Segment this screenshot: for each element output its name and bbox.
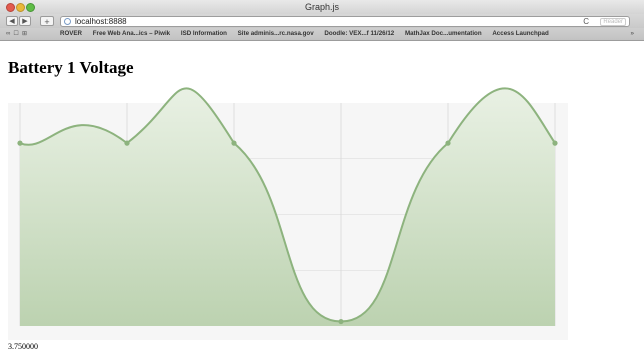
- data-point[interactable]: [231, 140, 237, 146]
- data-point[interactable]: [17, 140, 23, 146]
- bookmark-tools-icons: ∞☐⊞: [6, 28, 30, 40]
- globe-icon: [64, 18, 71, 25]
- url-text: localhost:8888: [75, 17, 127, 26]
- zoom-window-button[interactable]: [26, 3, 35, 12]
- window-titlebar: Graph.js: [0, 0, 644, 14]
- voltage-chart: [8, 86, 568, 340]
- top-sites-grid-icon[interactable]: ⊞: [21, 30, 31, 37]
- bookmark-item[interactable]: MathJax Doc...umentation: [404, 30, 482, 37]
- reader-button[interactable]: Reader: [600, 18, 626, 26]
- bookmarks-overflow-button[interactable]: »: [630, 30, 634, 37]
- data-point[interactable]: [338, 318, 344, 325]
- page-title: Battery 1 Voltage: [8, 58, 134, 77]
- bookmarks-bar: ∞☐⊞ ROVER Free Web Ana...ics – Piwik ISD…: [0, 28, 644, 41]
- bookmark-item[interactable]: Doodle: VEX...f 11/26/12: [324, 30, 395, 37]
- browser-toolbar: ◀ ▶ + localhost:8888 C Reader: [0, 14, 644, 28]
- bookmark-item[interactable]: ROVER: [60, 30, 83, 37]
- reload-button[interactable]: C: [583, 17, 589, 26]
- bookmarks-book-icon[interactable]: ☐: [13, 30, 22, 37]
- data-point[interactable]: [445, 140, 451, 146]
- voltage-area: [20, 88, 555, 327]
- data-point[interactable]: [124, 140, 130, 146]
- data-point[interactable]: [552, 140, 558, 146]
- back-button[interactable]: ◀: [6, 16, 18, 26]
- close-window-button[interactable]: [6, 3, 15, 12]
- bookmark-item[interactable]: ISD Information: [180, 30, 227, 37]
- voltage-chart-svg: [8, 87, 568, 340]
- bookmark-item[interactable]: Free Web Ana...ics – Piwik: [92, 30, 171, 37]
- address-bar[interactable]: localhost:8888 C Reader: [60, 16, 630, 27]
- window-title: Graph.js: [304, 2, 339, 12]
- forward-button[interactable]: ▶: [19, 16, 31, 26]
- add-bookmark-button[interactable]: +: [40, 16, 54, 27]
- reading-list-icon[interactable]: ∞: [6, 30, 14, 37]
- bookmark-item[interactable]: Site adminis...rc.nasa.gov: [237, 30, 314, 37]
- bookmark-item[interactable]: Access Launchpad: [492, 30, 549, 37]
- data-points: [17, 140, 558, 325]
- minimize-window-button[interactable]: [16, 3, 25, 12]
- value-readout: 3.750000: [8, 342, 38, 351]
- bookmark-list: ROVER Free Web Ana...ics – Piwik ISD Inf…: [60, 28, 558, 40]
